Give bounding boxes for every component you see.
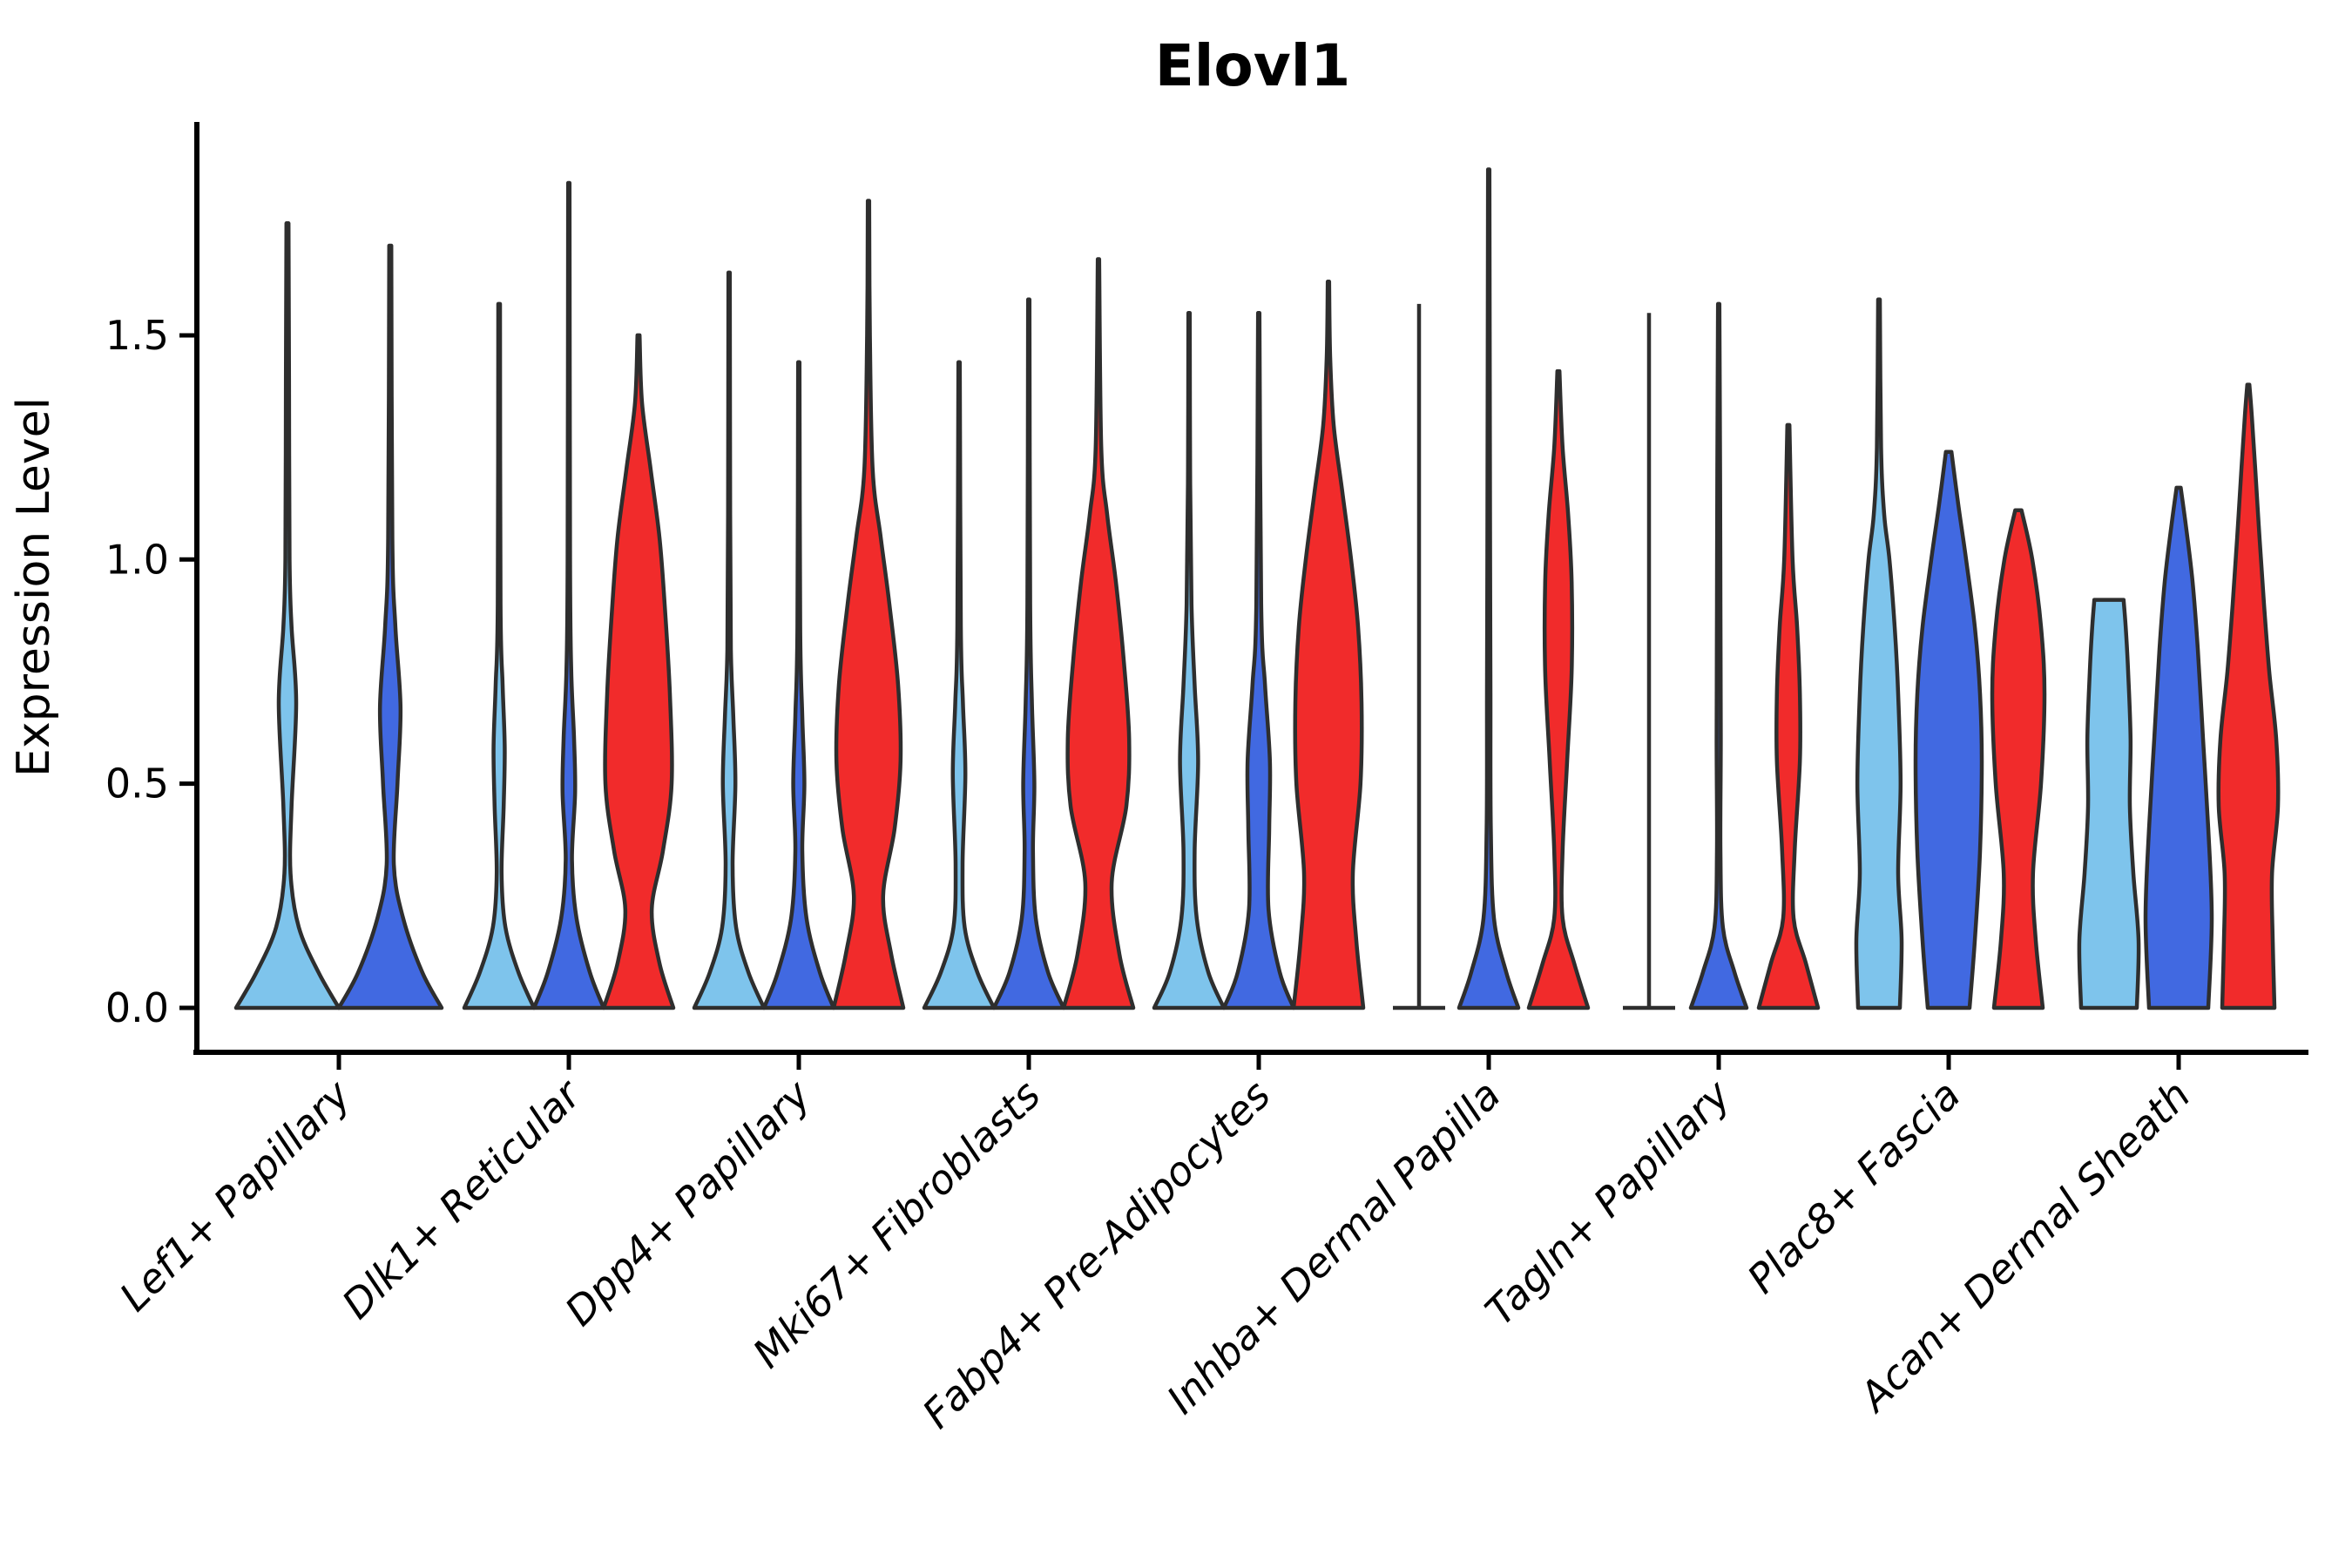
violin-red bbox=[1756, 422, 1821, 1010]
x-tick-label: Lef1+ Papillary bbox=[111, 1071, 360, 1320]
y-tick-label: 0.5 bbox=[105, 760, 169, 808]
violin-royalblue bbox=[1456, 167, 1521, 1010]
violin-lightblue bbox=[692, 270, 767, 1010]
y-tick-label: 1.5 bbox=[105, 312, 169, 359]
violin-red bbox=[601, 333, 676, 1010]
violin-group-4 bbox=[922, 257, 1136, 1010]
x-tick-label: Plac8+ Fascia bbox=[1738, 1071, 1969, 1302]
violin-lightblue bbox=[462, 301, 537, 1010]
violin-lightblue bbox=[922, 360, 997, 1010]
y-tick-label: 1.0 bbox=[105, 536, 169, 583]
violin-royalblue bbox=[1221, 310, 1296, 1010]
violin-red bbox=[1291, 279, 1366, 1010]
violin-group-8 bbox=[1854, 297, 2047, 1010]
violin-lightblue bbox=[1854, 297, 1904, 1010]
y-tick-label: 0.0 bbox=[105, 984, 169, 1031]
x-tick-label: Tagln+ Papillary bbox=[1476, 1071, 1740, 1335]
violin-group-6 bbox=[1393, 167, 1591, 1010]
violin-red bbox=[2216, 382, 2281, 1010]
violin-red bbox=[1061, 257, 1136, 1010]
violin-group-1 bbox=[233, 221, 444, 1010]
y-axis-label: Expression Level bbox=[8, 397, 60, 777]
x-tick-label: Dlk1+ Reticular bbox=[333, 1069, 591, 1328]
violin-red bbox=[1990, 508, 2047, 1010]
violin-royalblue bbox=[531, 180, 606, 1010]
violin-lightblue bbox=[233, 221, 341, 1010]
violin-royalblue bbox=[761, 360, 836, 1010]
violin-group-9 bbox=[2077, 382, 2281, 1010]
violins-layer bbox=[233, 167, 2281, 1010]
violin-group-5 bbox=[1152, 279, 1366, 1010]
violin-royalblue bbox=[991, 297, 1066, 1010]
violin-group-3 bbox=[692, 199, 906, 1010]
violin-royalblue bbox=[336, 243, 444, 1010]
violin-group-2 bbox=[462, 180, 676, 1010]
violin-lightblue bbox=[1152, 310, 1227, 1010]
violin-royalblue bbox=[1913, 449, 1984, 1010]
violin-royalblue bbox=[1688, 301, 1749, 1010]
violin-group-7 bbox=[1623, 301, 1821, 1010]
violin-royalblue bbox=[2143, 485, 2214, 1010]
x-tick-label: Dpp4+ Papillary bbox=[556, 1071, 820, 1335]
chart-title: Elovl1 bbox=[1155, 32, 1351, 99]
violin-lightblue bbox=[2077, 598, 2141, 1010]
violin-red bbox=[1526, 368, 1591, 1010]
violin-red bbox=[831, 199, 906, 1010]
